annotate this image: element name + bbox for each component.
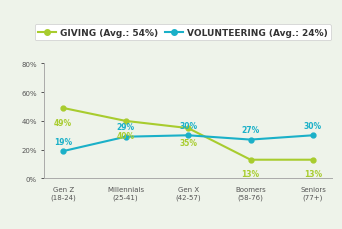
Text: 19%: 19%: [54, 137, 72, 146]
Text: 30%: 30%: [179, 121, 197, 130]
Text: 35%: 35%: [179, 138, 197, 147]
Legend: GIVING (Avg.: 54%), VOLUNTEERING (Avg.: 24%): GIVING (Avg.: 54%), VOLUNTEERING (Avg.: …: [35, 25, 331, 41]
Text: 27%: 27%: [241, 125, 260, 134]
Text: 40%: 40%: [117, 131, 135, 140]
Text: 13%: 13%: [241, 170, 260, 179]
Text: 30%: 30%: [304, 121, 322, 130]
Text: 13%: 13%: [304, 170, 322, 179]
Text: 29%: 29%: [117, 123, 135, 132]
Text: 49%: 49%: [54, 118, 72, 127]
